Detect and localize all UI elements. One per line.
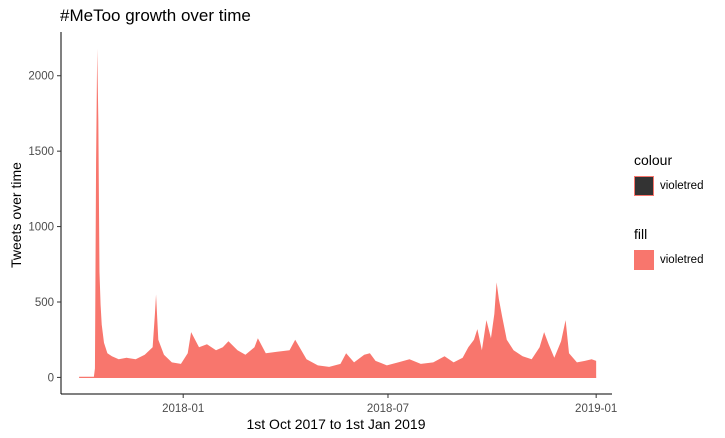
legend-key-colour <box>634 176 654 196</box>
x-axis-label: 1st Oct 2017 to 1st Jan 2019 <box>246 416 426 432</box>
legend: colour violetred <box>634 152 703 196</box>
x-tick-label: 2019-01 <box>575 403 617 415</box>
legend-label-fill: violetred <box>660 254 704 266</box>
y-tick-label: 1500 <box>28 146 54 158</box>
y-tick-label: 2000 <box>28 71 54 83</box>
legend-title-fill: fill <box>634 226 648 242</box>
y-tick-label: 500 <box>35 297 54 309</box>
axis-layer: 0 500 1000 1500 2000 2018-01 2018-07 2019-01 <box>28 32 617 415</box>
x-tick-label: 2018-07 <box>367 403 409 415</box>
legend-key-fill <box>634 250 654 270</box>
x-tick-label: 2018-01 <box>162 403 204 415</box>
chart-title: #MeToo growth over time <box>60 6 251 25</box>
area-series-0 <box>79 48 597 378</box>
legend-label-colour: violetred <box>660 180 704 192</box>
y-tick-label: 1000 <box>28 222 54 234</box>
area-layer <box>79 48 597 379</box>
legend-fill: fill violetred <box>634 226 703 270</box>
legend-title-colour: colour <box>634 152 673 168</box>
y-tick-label: 0 <box>48 372 54 384</box>
